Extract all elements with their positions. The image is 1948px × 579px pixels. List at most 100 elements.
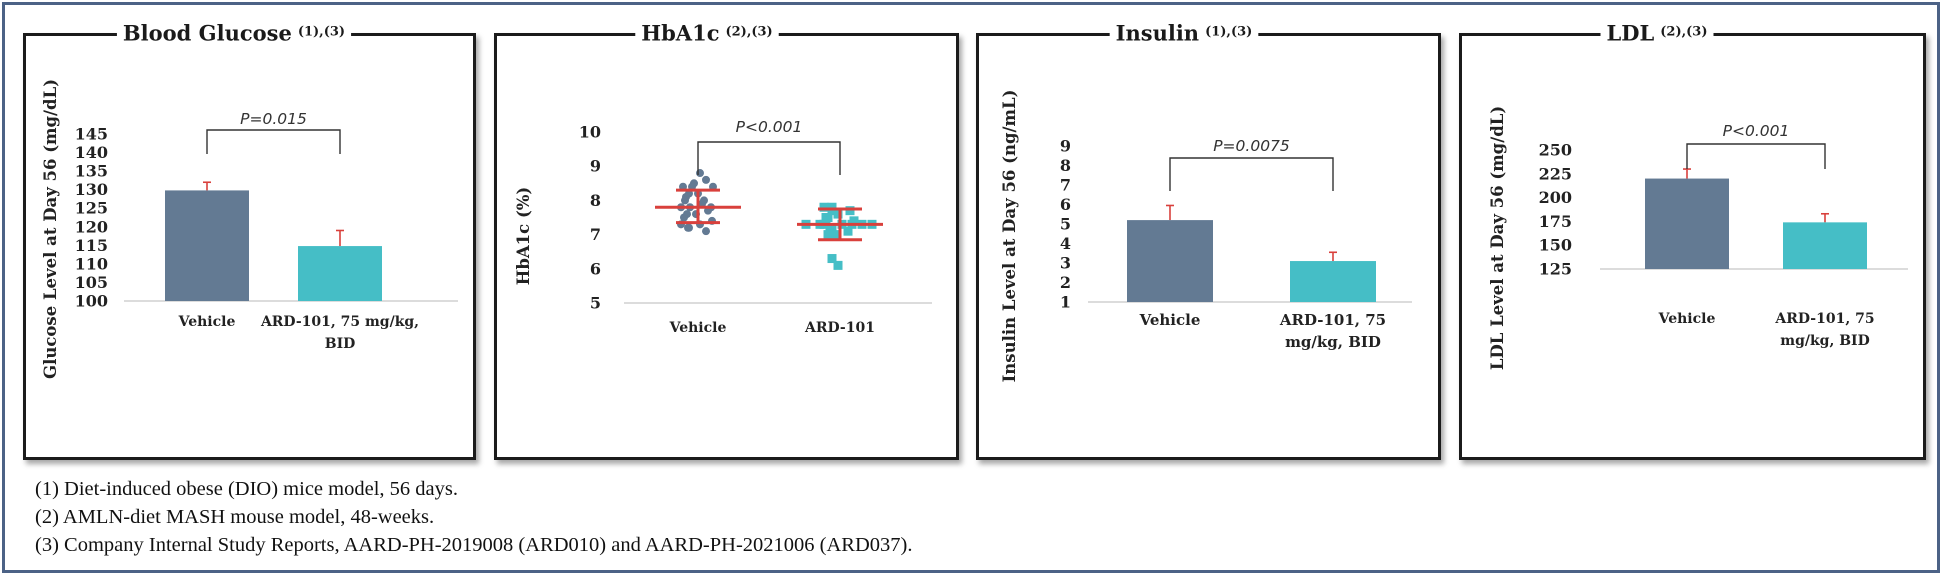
y-tick-label: 9 [1060,137,1071,156]
y-tick-label: 145 [75,125,108,144]
x-category-label: Vehicle [669,320,727,336]
y-axis-label: HbA1c (%) [514,187,533,286]
y-tick-label: 4 [1060,234,1071,253]
x-category-label: Vehicle [1139,311,1201,329]
y-tick-label: 250 [1539,141,1572,160]
panel-title-text: HbA1c [641,20,719,45]
y-tick-label: 135 [75,162,108,181]
y-tick-label: 110 [75,254,108,273]
y-tick-label: 105 [75,273,108,292]
significance-bracket [697,141,841,175]
data-point [831,230,841,240]
x-category-label: mg/kg, BID [1285,333,1381,351]
y-tick-label: 8 [1060,156,1071,175]
panel-title-text: Insulin [1116,20,1199,45]
y-tick-label: 120 [75,217,108,236]
footnote-3: (3) Company Internal Study Reports, AARD… [35,534,913,556]
y-tick-label: 125 [75,199,108,218]
y-axis-label: Glucose Level at Day 56 (mg/dL) [41,79,60,379]
panel-title: LDL (2),(3) [1607,20,1708,45]
y-tick-label: 100 [75,292,108,311]
data-point [680,213,688,222]
y-tick-label: 9 [590,157,601,176]
x-category-label: BID [325,336,356,352]
y-tick-label: 150 [1539,236,1572,255]
data-point [833,260,843,270]
x-category-label: ARD-101, 75 mg/kg, [260,314,419,330]
data-point [827,254,837,264]
data-point [845,206,855,216]
x-category-label: Vehicle [1658,311,1716,327]
insulin-chart: Insulin (1),(3) Insulin Level at Day 56 (n… [1000,20,1412,383]
panel-title-superscript: (1),(3) [298,24,345,39]
data-point [827,206,837,216]
footnotes: (1) Diet-induced obese (DIO) mice model,… [35,475,912,559]
y-axis-label: LDL Level at Day 56 (mg/dL) [1488,106,1507,370]
y-tick-label: 7 [590,225,601,244]
footnote-2: (2) AMLN-diet MASH mouse model, 48-weeks… [35,506,435,528]
panel-title: HbA1c (2),(3) [641,20,772,45]
y-tick-label: 5 [590,294,601,313]
hba1c-panel: HbA1c (2),(3) HbA1c (%) 5 6 7 8 9 10 Vehicle ARD-1… [494,20,959,460]
data-point [843,226,853,236]
y-tick-label: 6 [1060,195,1071,214]
p-value-annotation: P<0.001 [736,118,803,136]
bar-ard-101 [1290,261,1376,302]
y-tick-label: 1 [1060,293,1071,312]
y-tick-label: 8 [590,191,601,210]
significance-bracket [206,129,341,154]
title-gap [1600,30,1714,42]
footnote-1: (1) Diet-induced obese (DIO) mice model,… [35,478,458,500]
x-category-label: mg/kg, BID [1780,333,1869,349]
title-gap [635,30,779,42]
y-tick-label: 200 [1539,188,1572,207]
data-point [827,223,837,233]
y-tick-label: 225 [1539,164,1572,183]
bar-vehicle [1127,220,1213,302]
y-tick-label: 2 [1060,273,1071,292]
data-point [833,209,843,219]
panel-title-superscript: (2),(3) [725,24,772,39]
panel-title-superscript: (1),(3) [1205,24,1252,39]
x-category-label: Vehicle [178,314,236,330]
panel-title-text: LDL [1607,20,1655,45]
data-point [681,196,689,205]
bar-ard-101 [298,246,382,301]
data-point [819,202,829,212]
ldl-panel: LDL (2),(3) LDL Level at Day 56 (mg/dL) 125… [1459,20,1926,460]
title-gap [1109,30,1259,42]
p-value-annotation: P<0.001 [1723,122,1790,140]
y-tick-label: 6 [590,259,601,278]
x-category-label: ARD-101 [804,320,875,336]
panel-title: Blood Glucose (1),(3) [123,20,345,45]
data-point [702,227,710,236]
panel-title: Insulin (1),(3) [1116,20,1253,45]
ldl-chart: LDL (2),(3) LDL Level at Day 56 (mg/dL) 125… [1488,20,1908,370]
y-tick-label: 7 [1060,176,1071,195]
data-point [685,223,693,232]
y-tick-label: 175 [1539,212,1572,231]
x-category-label: ARD-101, 75 [1279,311,1386,329]
panel-title-text: Blood Glucose [123,20,292,45]
bar-vehicle [165,190,249,301]
data-point [696,169,704,178]
p-value-annotation: P=0.015 [240,110,307,128]
significance-bracket [1686,143,1826,169]
x-category-label: ARD-101, 75 [1774,311,1874,327]
p-value-annotation: P=0.0075 [1213,137,1290,155]
bar-vehicle [1645,178,1729,269]
bar-ard-101 [1783,222,1867,269]
y-tick-label: 130 [75,180,108,199]
significance-bracket [1169,157,1334,191]
y-tick-label: 125 [1539,260,1572,279]
panel-title-superscript: (2),(3) [1660,24,1707,39]
y-tick-label: 3 [1060,254,1071,273]
y-tick-label: 10 [579,123,601,142]
data-point [823,230,833,240]
y-axis-label: Insulin Level at Day 56 (ng/mL) [1000,90,1019,383]
blood-glucose-chart: Blood Glucose (1),(3) Glucose Level at Day… [41,20,458,379]
y-tick-label: 115 [75,236,108,255]
title-gap [116,30,352,42]
y-tick-label: 140 [75,143,108,162]
insulin-panel: Insulin (1),(3) Insulin Level at Day 56 (n… [976,20,1441,460]
